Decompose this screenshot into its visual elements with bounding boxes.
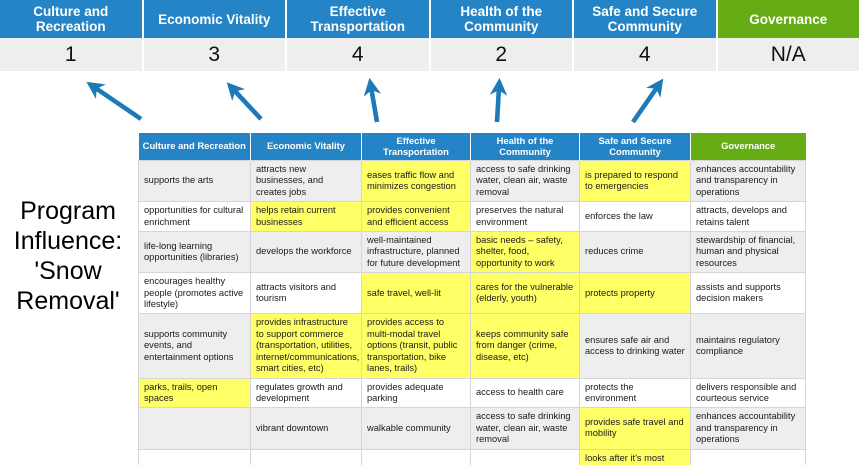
matrix-cell-r7-c5 (690, 448, 806, 465)
matrix-col-header-1: Economic Vitality (250, 133, 362, 161)
matrix-cell-r1-c1: helps retain current businesses (250, 201, 362, 233)
scorecard-value-row: 1 3 4 2 4 N/A (0, 38, 859, 71)
matrix-cell-r7-c2 (361, 448, 471, 465)
matrix-cell-r3-c5: assists and supports decision makers (690, 272, 806, 315)
arrows-svg (86, 77, 664, 124)
matrix-cell-r0-c5: enhances accountability and transparency… (690, 159, 806, 203)
matrix-cell-r6-c3: access to safe drinking water, clean air… (470, 407, 580, 450)
scorecard-header-2: Effective Transportation (287, 0, 431, 38)
arrow-health-of-the-community (489, 77, 508, 123)
matrix-body: supports the arts attracts new businesses… (138, 159, 806, 465)
scorecard-value-2: 4 (287, 38, 431, 71)
scorecard-header-1: Economic Vitality (143, 0, 287, 38)
matrix-cell-r4-c5: maintains regulatory compliance (690, 313, 806, 379)
scorecard-header-row: Culture and Recreation Economic Vitality E… (0, 0, 859, 38)
matrix-cell-r1-c5: attracts, develops and retains talent (690, 201, 806, 233)
caption-line-3: 'Snow (34, 257, 102, 285)
matrix-cell-r6-c1: vibrant downtown (250, 407, 362, 450)
matrix-header: Culture and Recreation Economic Vitality E… (138, 133, 806, 161)
matrix-col-header-2: Effective Transportation (361, 133, 471, 161)
matrix-cell-r2-c0: life-long learning opportunities (librar… (138, 231, 251, 274)
matrix-cell-r7-c3 (470, 448, 580, 465)
matrix-cell-r1-c0: opportunities for cultural enrichment (138, 201, 251, 233)
program-influence-caption: Program Influence: 'Snow Removal' (2, 196, 134, 316)
matrix-cell-r0-c1: attracts new businesses, and creates job… (250, 159, 362, 203)
arrow-economic-vitality (226, 82, 263, 121)
scorecard-value-1: 3 (143, 38, 287, 71)
matrix-cell-r2-c1: develops the workforce (250, 231, 362, 274)
matrix-cell-r4-c3: keeps community safe from danger (crime,… (470, 313, 580, 379)
scorecard-header-4: Safe and Secure Community (574, 0, 718, 38)
matrix-cell-r4-c4: ensures safe air and access to drinking … (579, 313, 691, 379)
matrix-cell-r2-c2: well-maintained infrastructure, planned … (361, 231, 471, 274)
matrix-cell-r3-c3: cares for the vulnerable (elderly, youth… (470, 272, 580, 315)
scorecard-value-0: 1 (0, 38, 144, 71)
matrix-cell-r0-c0: supports the arts (138, 159, 251, 203)
matrix-row: supports the arts attracts new businesses… (138, 159, 806, 203)
scorecard-header-0: Culture and Recreation (0, 0, 144, 38)
caption-line-4: Removal' (16, 287, 120, 315)
matrix-cell-r4-c1: provides infrastructure to support comme… (250, 313, 362, 379)
scorecard-header-5: Governance (717, 0, 859, 38)
matrix-cell-r5-c3: access to health care (470, 377, 580, 409)
matrix-cell-r7-c0 (138, 448, 251, 465)
arrow-culture-and-recreation (86, 81, 143, 121)
matrix-cell-r7-c1 (250, 448, 362, 465)
matrix-cell-r7-c4: looks after it's most vulnerable (579, 448, 691, 465)
matrix-row: vibrant downtown walkable community access… (138, 407, 806, 450)
matrix-cell-r0-c2: eases traffic flow and minimizes congest… (361, 159, 471, 203)
matrix-row: supports community events, and entertain… (138, 313, 806, 379)
matrix-cell-r3-c0: encourages healthy people (promotes acti… (138, 272, 251, 315)
matrix-cell-r6-c2: walkable community (361, 407, 471, 450)
matrix-cell-r3-c1: attracts visitors and tourism (250, 272, 362, 315)
matrix-row: looks after it's most vulnerable (138, 448, 806, 465)
community-outcomes-matrix: Culture and Recreation Economic Vitality E… (138, 133, 806, 465)
matrix-col-header-3: Health of the Community (470, 133, 580, 161)
matrix-cell-r3-c4: protects property (579, 272, 691, 315)
matrix-cell-r0-c3: access to safe drinking water, clean air… (470, 159, 580, 203)
matrix-cell-r3-c2: safe travel, well-lit (361, 272, 471, 315)
matrix-cell-r6-c5: enhances accountability and transparency… (690, 407, 806, 450)
matrix-cell-r6-c4: provides safe travel and mobility (579, 407, 691, 450)
matrix-cell-r4-c2: provides access to multi-modal travel op… (361, 313, 471, 379)
arrow-safe-and-secure-community (631, 78, 664, 124)
scorecard-value-4: 4 (574, 38, 718, 71)
matrix-cell-r1-c3: preserves the natural environment (470, 201, 580, 233)
matrix-cell-r5-c4: protects the environment (579, 377, 691, 409)
caption-line-2: Influence: (13, 227, 123, 255)
matrix-cell-r1-c2: provides convenient and efficient access (361, 201, 471, 233)
matrix-cell-r2-c4: reduces crime (579, 231, 691, 274)
matrix-cell-r5-c1: regulates growth and development (250, 377, 362, 409)
matrix-row: opportunities for cultural enrichment hel… (138, 201, 806, 233)
matrix-cell-r2-c3: basic needs – safety, shelter, food, opp… (470, 231, 580, 274)
influence-arrows-group (0, 72, 859, 130)
scorecard-header-3: Health of the Community (430, 0, 574, 38)
matrix-cell-r2-c5: stewardship of financial, human and phys… (690, 231, 806, 274)
matrix-row: parks, trails, open spaces regulates grow… (138, 377, 806, 409)
matrix-row: encourages healthy people (promotes acti… (138, 272, 806, 315)
strategic-priorities-scorecard: Culture and Recreation Economic Vitality E… (0, 0, 859, 71)
matrix-cell-r4-c0: supports community events, and entertain… (138, 313, 251, 379)
matrix-cell-r5-c0: parks, trails, open spaces (138, 377, 251, 409)
matrix-header-row: Culture and Recreation Economic Vitality E… (138, 133, 806, 161)
matrix-cell-r1-c4: enforces the law (579, 201, 691, 233)
matrix-cell-r5-c5: delivers responsible and courteous servi… (690, 377, 806, 409)
matrix-row: life-long learning opportunities (librar… (138, 231, 806, 274)
scorecard-value-3: 2 (430, 38, 574, 71)
matrix-col-header-5: Governance (690, 133, 806, 161)
matrix-col-header-0: Culture and Recreation (138, 133, 251, 161)
arrow-effective-transportation (363, 77, 382, 123)
matrix-cell-r5-c2: provides adequate parking (361, 377, 471, 409)
caption-line-1: Program (20, 197, 116, 225)
matrix-cell-r6-c0 (138, 407, 251, 450)
matrix-cell-r0-c4: is prepared to respond to emergencies (579, 159, 691, 203)
matrix-col-header-4: Safe and Secure Community (579, 133, 691, 161)
scorecard-value-5: N/A (717, 38, 859, 71)
